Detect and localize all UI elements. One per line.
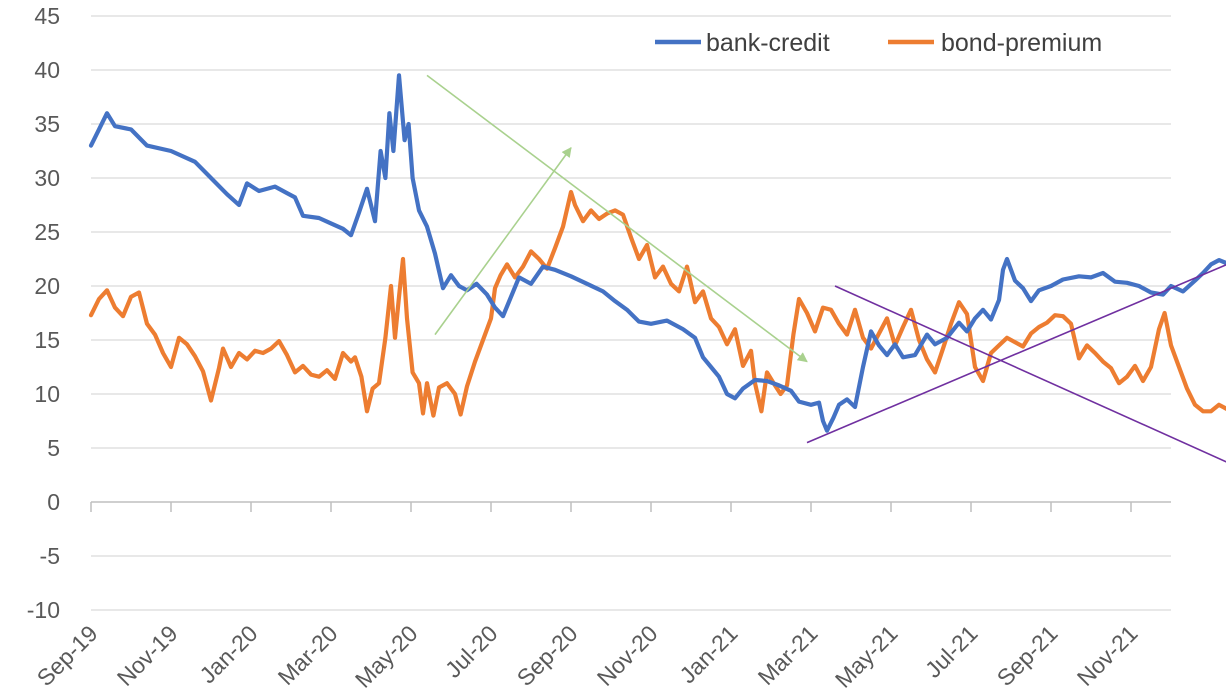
trend-arrow: [426, 74, 808, 363]
legend-label-bank-credit: bank-credit: [706, 29, 830, 57]
x-axis: [90, 501, 1171, 512]
series-line-bond-premium: [88, 189, 1226, 418]
y-tick-label: 15: [34, 327, 60, 353]
y-tick-label: -5: [40, 543, 60, 569]
y-tick-label: 0: [47, 489, 60, 515]
x-tick-label: Mar-21: [753, 620, 823, 690]
x-axis-ticks: Sep-19 Nov-19 Jan-20 Mar-20 May-20 Jul-20 Sep-…: [32, 620, 1143, 690]
grid-lines: [91, 15, 1171, 611]
series-lines: [88, 73, 1226, 433]
x-tick-label: Sep-20: [512, 620, 583, 690]
x-tick-label: Nov-21: [1072, 620, 1143, 690]
x-tick-label: Mar-20: [273, 620, 343, 690]
x-tick-label: Sep-19: [32, 620, 103, 690]
y-tick-label: 30: [34, 165, 60, 191]
x-tick-label: May-20: [350, 620, 423, 690]
x-tick-label: Jan-21: [674, 620, 742, 688]
y-tick-label: 5: [47, 435, 60, 461]
series-line-bank-credit: [88, 73, 1226, 433]
y-tick-label: 20: [34, 273, 60, 299]
x-tick-label: May-21: [830, 620, 903, 690]
y-tick-label: 25: [34, 219, 60, 245]
x-tick-label: Nov-20: [592, 620, 663, 690]
x-tick-label: Nov-19: [112, 620, 183, 690]
x-tick-label: Jul-21: [920, 620, 983, 683]
y-tick-label: -10: [27, 597, 60, 623]
y-tick-label: 35: [34, 111, 60, 137]
trend-arrow: [806, 264, 1226, 444]
y-tick-label: 45: [34, 3, 60, 29]
trend-arrows: [426, 74, 1226, 463]
y-tick-label: 10: [34, 381, 60, 407]
y-tick-label: 40: [34, 57, 60, 83]
legend-label-bond-premium: bond-premium: [941, 29, 1102, 57]
trend-arrow: [834, 285, 1226, 463]
x-tick-label: Sep-21: [992, 620, 1063, 690]
x-tick-label: Jul-20: [440, 620, 503, 683]
x-tick-label: Jan-20: [194, 620, 262, 688]
trend-arrow: [434, 146, 572, 336]
y-axis-ticks: -10 -5 0 5 10 15 20 25 30 35 40 45: [27, 3, 60, 623]
legend: bank-credit bond-premium: [655, 29, 1102, 57]
